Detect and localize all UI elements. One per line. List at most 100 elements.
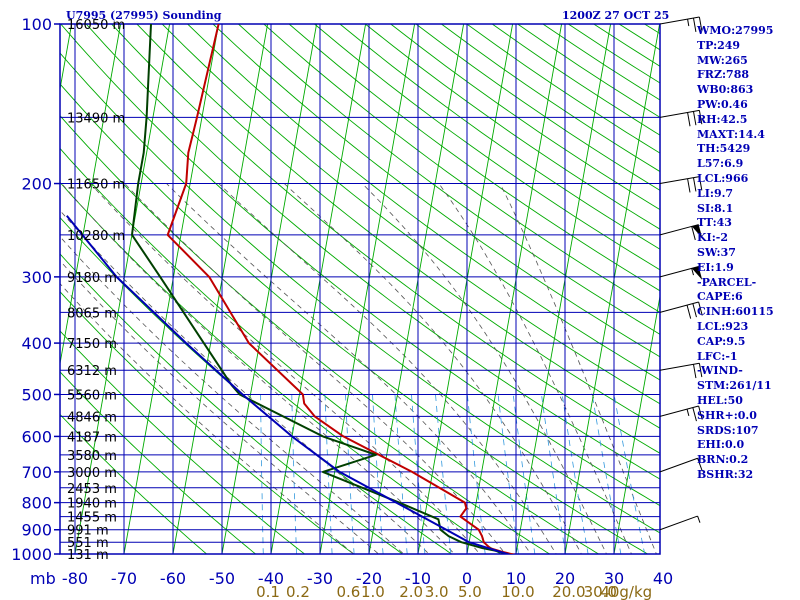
wind-barb: [659, 457, 703, 473]
height-label: 13490 m: [67, 111, 125, 126]
mixing-ratio-label: 30.0: [584, 583, 617, 600]
temperature-tick-label: -80: [62, 569, 88, 588]
parcel-profile: [66, 215, 511, 554]
stability-index: -WIND-: [697, 364, 743, 378]
temperature-tick-label: 10: [506, 569, 526, 588]
stability-index: TT:43: [697, 216, 732, 230]
stability-index: EI:1.9: [697, 260, 734, 274]
wind-barb-flag: [687, 112, 691, 127]
temperature-tick-label: -30: [307, 569, 333, 588]
wind-barb-flag: [698, 176, 703, 191]
mixing-ratio-line: [466, 394, 486, 554]
wind-barb-flag: [692, 303, 697, 318]
skewed-isotherm-line: [319, 24, 416, 554]
moist-adiabat-line: [90, 183, 481, 554]
dry-adiabat-line: [60, 83, 649, 554]
skewed-isotherm-line: [466, 24, 563, 554]
wind-barb-staff: [659, 362, 700, 371]
wind-barb-pennant: [691, 224, 703, 239]
temperature-tick-label: -50: [209, 569, 235, 588]
dry-adiabat-line: [60, 181, 502, 554]
wind-barb-half-flag: [697, 515, 701, 523]
stability-index: FRZ:788: [697, 68, 750, 82]
wind-barb-flag: [698, 110, 703, 125]
height-label: 5560 m: [67, 388, 117, 403]
stability-index: BRN:0.2: [697, 453, 749, 467]
moist-adiabat-line: [60, 236, 405, 554]
pressure-axis-label: 200: [21, 175, 52, 194]
skewed-isotherm-line: [74, 24, 171, 554]
mixing-ratio-label: 10.0: [501, 583, 534, 600]
dry-adiabat-line: [339, 24, 660, 250]
stability-index: HEL:50: [697, 393, 743, 407]
skewed-isotherm-line: [60, 24, 122, 367]
skewed-isotherm-line: [368, 24, 465, 554]
wind-barb-staff: [659, 405, 699, 417]
wind-barb-flag: [692, 177, 697, 192]
height-label: 3580 m: [67, 449, 117, 464]
wind-barb-staff: [659, 224, 699, 236]
pressure-axis-label: 1000: [11, 545, 52, 564]
stability-index: TP:249: [697, 38, 741, 52]
mixing-ratio-line: [435, 394, 452, 554]
wind-barb-flag: [691, 226, 696, 241]
pressure-axis-label: 400: [21, 334, 52, 353]
stability-index: CAPE:6: [697, 290, 743, 304]
mixing-ratio-label: 0.6: [336, 583, 360, 600]
dry-adiabat-line: [111, 24, 660, 454]
temperature-tick-label: -60: [160, 569, 186, 588]
mixing-ratio-line: [394, 394, 408, 554]
mixing-ratio-line: [324, 394, 333, 554]
dry-adiabat-line: [187, 24, 660, 381]
moist-adiabat-line: [499, 183, 657, 554]
height-label: 10280 m: [67, 229, 125, 244]
height-label: 4187 m: [67, 430, 117, 445]
stability-index: WMO:27995: [697, 24, 774, 37]
stability-index: PW:0.46: [697, 97, 748, 111]
wind-barb-half-flag: [687, 19, 690, 27]
dry-adiabat-line: [60, 253, 404, 554]
height-label: 6312 m: [67, 364, 117, 379]
mixing-ratio-line: [497, 394, 519, 554]
dry-adiabat-line: [60, 115, 600, 554]
wind-barb-flag: [692, 407, 697, 422]
stability-index: LCL:966: [697, 171, 749, 185]
stability-index: EHI:0.0: [697, 438, 745, 452]
mixing-ratio-line: [591, 394, 622, 554]
mixing-ratio-label: 3.0: [425, 583, 449, 600]
mixing-ratio-label: 2.0: [399, 583, 423, 600]
mixing-ratio-line: [541, 394, 567, 554]
mixing-ratio-label: 0.2: [286, 583, 310, 600]
height-label: 131 m: [67, 548, 109, 563]
stability-index: LFC:-1: [697, 349, 738, 363]
stability-index: CAP:9.5: [697, 334, 746, 348]
temperature-tick-label: -10: [405, 569, 431, 588]
moist-adiabat-line: [218, 183, 557, 554]
stability-index: SRDS:107: [697, 423, 759, 437]
moist-adiabat-line: [60, 283, 355, 554]
stability-index: KI:-2: [697, 231, 728, 245]
pressure-axis-label: 700: [21, 463, 52, 482]
wind-barb: [659, 362, 703, 379]
wind-barb-flag: [698, 301, 703, 316]
wind-barb-half-flag: [686, 409, 690, 417]
temperature-tick-label: 0: [462, 569, 472, 588]
stability-index: L57:6.9: [697, 157, 744, 171]
x-axis-label: mb: [30, 569, 56, 588]
dry-adiabat-line: [60, 147, 551, 554]
skewed-isotherm-line: [60, 24, 73, 92]
skewed-isotherm-line: [270, 24, 367, 554]
dry-adiabat-line: [263, 24, 660, 313]
wind-barb-flag: [698, 405, 703, 420]
dry-adiabat-line: [60, 371, 257, 554]
height-label: 991 m: [67, 524, 109, 539]
skewed-isotherm-line: [515, 24, 612, 554]
wind-barb-staff: [659, 16, 700, 25]
pressure-axis-label: 300: [21, 268, 52, 287]
moist-adiabat-line: [438, 183, 632, 554]
height-label: 16050 m: [67, 18, 125, 33]
wind-barb-staff: [659, 457, 698, 473]
temperature-tick-label: 40: [653, 569, 673, 588]
stability-index: MAXT:14.4: [697, 127, 765, 141]
stability-index: CINH:60115: [697, 305, 774, 319]
